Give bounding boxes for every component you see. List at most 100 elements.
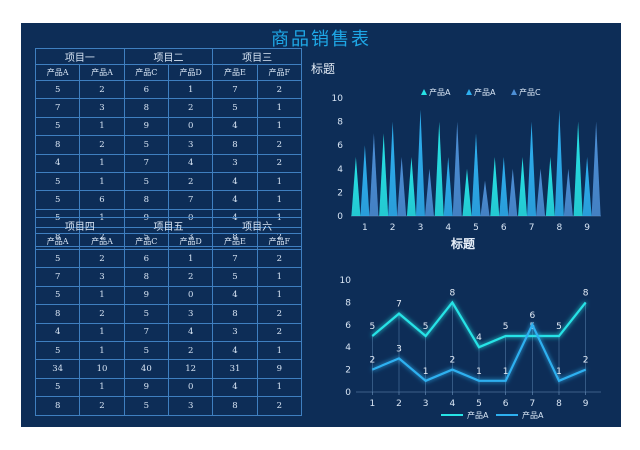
table-cell: 3 [79,267,125,287]
table-cell: 4 [167,153,214,173]
table-cell: 1 [79,171,125,192]
table-cell: 2 [79,396,125,416]
data-label: 1 [556,367,562,377]
y-tick-label: 10 [332,94,344,104]
x-tick-label: 2 [396,399,402,409]
table-cell: 5 [123,171,169,192]
area-spike [452,121,462,216]
table-cell: 2 [79,248,125,269]
table-cell: 5 [212,267,258,287]
area-spike [388,121,398,216]
table-cell: 4 [167,322,214,342]
table-cell: 34 [34,359,81,379]
table-cell: 6 [123,248,169,269]
x-tick-label: 1 [362,223,368,233]
area-spike [415,109,425,216]
area-spike [471,133,481,216]
table-cell: 3 [212,322,258,342]
column-header: 产品E [212,64,258,81]
table-cell: 2 [167,98,214,118]
column-header: 产品A [34,233,81,250]
table-cell: 2 [167,340,214,361]
table-cell: 5 [34,79,81,100]
table-cell: 5 [34,285,81,306]
table-cell: 40 [123,359,169,379]
legend-marker [421,89,427,95]
table-cell: 4 [212,285,258,306]
y-tick-label: 0 [345,388,351,398]
legend-marker [466,89,472,95]
sales-panel: 商品销售表 项目一 项目二 项目三 产品A 产品A 产品C 产品D 产品E 产品F 5 2 6 1… [21,23,621,427]
x-tick-label: 8 [556,399,562,409]
area-spike [527,121,537,216]
x-tick-label: 7 [529,399,535,409]
table-cell: 4 [34,153,81,173]
area-spike [369,133,379,216]
table-cell: 3 [167,135,214,155]
table-cell: 1 [256,98,303,118]
area-spike [508,168,518,216]
group-header: 项目三 [212,48,302,65]
area-spike [379,133,389,216]
column-header: 产品F [256,233,303,250]
x-tick-label: 6 [501,223,507,233]
table-cell: 1 [79,377,125,398]
y-tick-label: 2 [337,188,343,198]
x-tick-label: 8 [556,223,562,233]
table-cell: 1 [256,171,303,192]
group-header: 项目二 [123,48,214,65]
table-cell: 6 [79,190,125,210]
area-spike [554,109,564,216]
table-cell: 3 [167,396,214,416]
table-cell: 1 [256,340,303,361]
area-spike [536,168,546,216]
table-cell: 9 [123,116,169,137]
data-label: 8 [583,288,589,298]
data-label: 2 [449,356,455,366]
table-cell: 5 [123,396,169,416]
data-label: 5 [556,322,562,332]
table-cell: 1 [167,248,214,269]
table-cell: 3 [167,304,214,324]
table-cell: 10 [79,359,125,379]
table-cell: 8 [212,304,258,324]
table-cell: 9 [256,359,303,379]
x-tick-label: 9 [583,399,589,409]
area-spike [573,121,583,216]
table-cell: 7 [34,267,81,287]
data-label: 6 [529,311,535,321]
legend-label: 产品C [519,87,541,97]
area-spike [406,157,416,216]
chart-title: 标题 [451,237,476,251]
table-cell: 4 [212,377,258,398]
table-cell: 5 [34,171,81,192]
group-header: 项目一 [35,48,125,65]
x-tick-label: 5 [473,223,479,233]
table-cell: 8 [34,135,81,155]
table-cell: 7 [212,248,258,269]
area-spike [397,157,407,216]
column-header: 产品D [167,233,214,250]
table-cell: 5 [212,98,258,118]
table-cell: 9 [123,377,169,398]
data-label: 1 [476,367,482,377]
x-tick-label: 3 [423,399,429,409]
table-cell: 5 [123,340,169,361]
sales-table-2: 项目四 项目五 项目六 产品A 产品A 产品C 产品D 产品E 产品F 5 2 6 1 7 2 7 3 8 2… [34,217,303,416]
table-cell: 2 [256,248,303,269]
x-tick-label: 4 [449,399,455,409]
table-cell: 1 [256,116,303,137]
table-cell: 8 [123,98,169,118]
legend-label: 产品A [474,87,496,97]
table-cell: 2 [256,322,303,342]
table-cell: 1 [256,267,303,287]
table-cell: 0 [167,285,214,306]
series-line [371,322,587,383]
area-spike [563,168,573,216]
data-label: 4 [476,333,482,343]
y-tick-label: 10 [340,276,352,286]
legend-marker [511,89,517,95]
